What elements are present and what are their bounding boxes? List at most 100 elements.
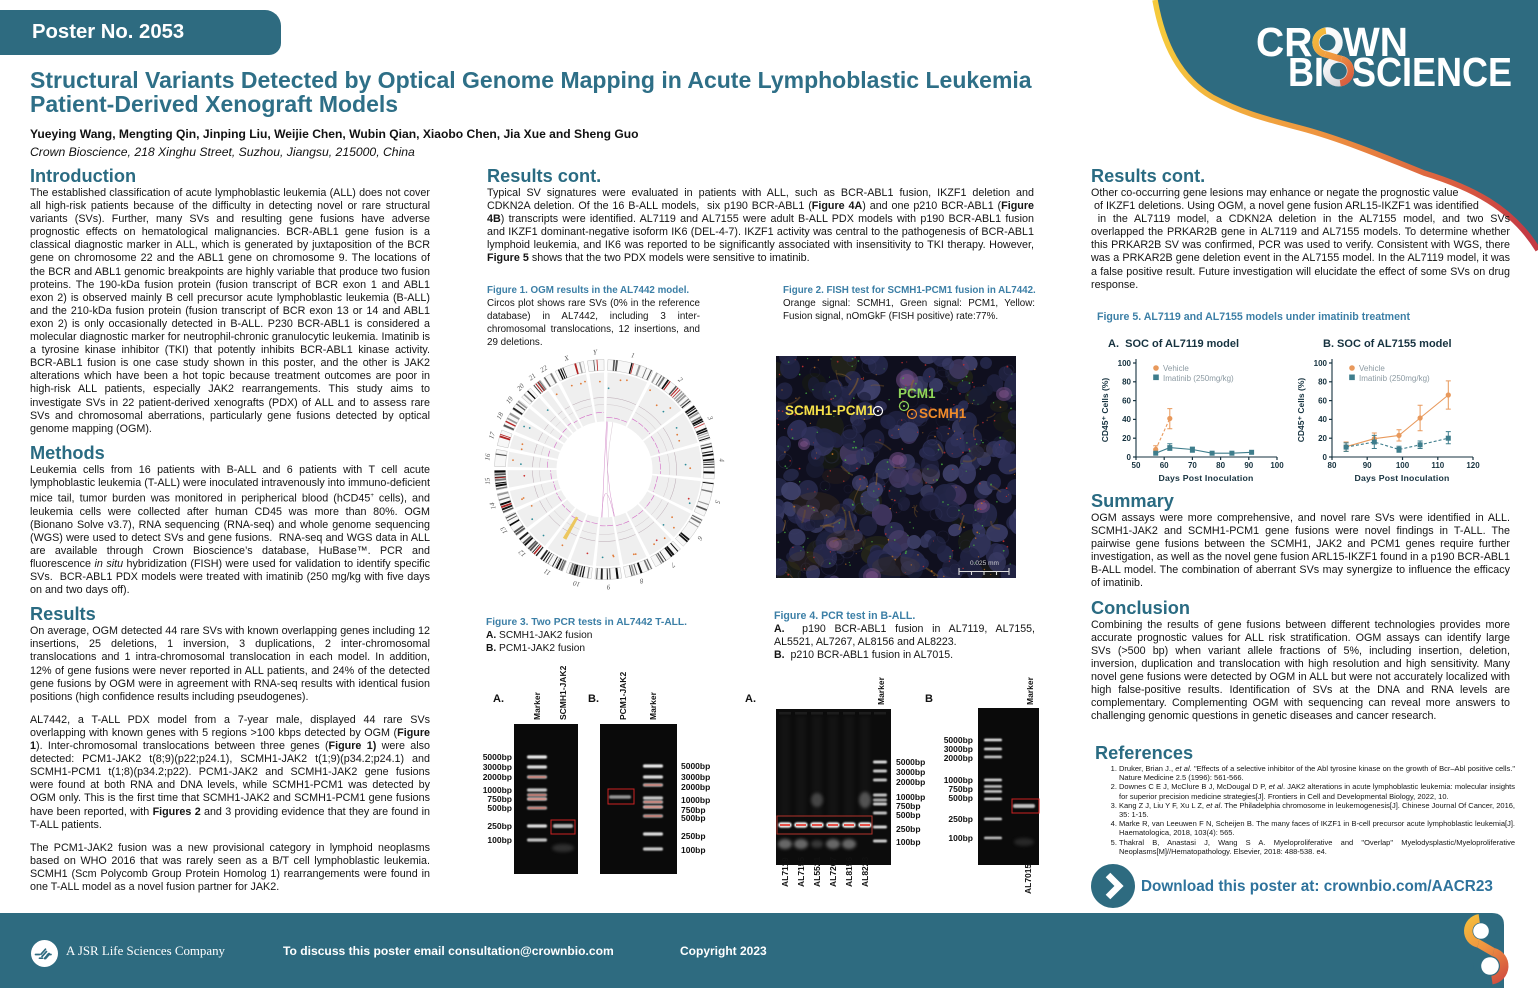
svg-text:100bp: 100bp xyxy=(487,835,512,845)
svg-text:Marker: Marker xyxy=(876,676,886,705)
svg-text:20: 20 xyxy=(515,382,526,393)
svg-text:70: 70 xyxy=(1188,461,1197,470)
svg-text:CD45⁺ Cells (%): CD45⁺ Cells (%) xyxy=(1100,378,1110,443)
svg-text:120: 120 xyxy=(1466,461,1480,470)
svg-text:3000bp: 3000bp xyxy=(483,762,512,772)
svg-text:60: 60 xyxy=(1160,461,1169,470)
svg-text:5000bp: 5000bp xyxy=(944,735,973,745)
svg-text:750bp: 750bp xyxy=(681,805,706,815)
svg-text:2000bp: 2000bp xyxy=(483,772,512,782)
svg-text:21: 21 xyxy=(527,372,537,383)
svg-text:Vehicle: Vehicle xyxy=(1359,364,1385,373)
svg-text:100: 100 xyxy=(1314,359,1328,368)
svg-text:22: 22 xyxy=(539,364,550,375)
svg-text:15: 15 xyxy=(483,477,492,485)
svg-text:13: 13 xyxy=(499,525,510,536)
svg-text:750bp: 750bp xyxy=(896,801,921,811)
svg-text:Vehicle: Vehicle xyxy=(1163,364,1189,373)
svg-text:0: 0 xyxy=(1127,453,1132,462)
svg-text:8: 8 xyxy=(638,577,644,586)
svg-text:60: 60 xyxy=(1318,396,1327,405)
svg-text:40: 40 xyxy=(1122,415,1131,424)
svg-text:80: 80 xyxy=(1318,378,1327,387)
svg-text:B.: B. xyxy=(588,693,599,705)
svg-text:1000bp: 1000bp xyxy=(483,785,512,795)
svg-text:Days Post Inoculation: Days Post Inoculation xyxy=(1159,473,1254,483)
svg-text:AL7015: AL7015 xyxy=(1023,863,1033,894)
svg-text:12: 12 xyxy=(517,548,528,559)
svg-text:1000bp: 1000bp xyxy=(944,775,973,785)
svg-text:AL7155: AL7155 xyxy=(796,856,806,887)
svg-text:0: 0 xyxy=(1323,453,1328,462)
svg-text:BIOSCIENCE: BIOSCIENCE xyxy=(1288,49,1512,95)
svg-text:5000bp: 5000bp xyxy=(896,757,925,767)
svg-text:100: 100 xyxy=(1396,461,1410,470)
svg-text:90: 90 xyxy=(1244,461,1253,470)
svg-text:5000bp: 5000bp xyxy=(483,752,512,762)
svg-text:250bp: 250bp xyxy=(896,824,921,834)
svg-text:AL5521: AL5521 xyxy=(812,856,822,887)
svg-text:2000bp: 2000bp xyxy=(681,782,710,792)
svg-text:PCM1: PCM1 xyxy=(898,386,936,401)
svg-text:5: 5 xyxy=(713,499,722,505)
svg-text:500bp: 500bp xyxy=(948,793,973,803)
svg-text:100: 100 xyxy=(1270,461,1284,470)
svg-text:Imatinib (250mg/kg): Imatinib (250mg/kg) xyxy=(1163,374,1234,383)
svg-text:20: 20 xyxy=(1318,434,1327,443)
svg-text:SCMH1-JAK2: SCMH1-JAK2 xyxy=(558,665,568,720)
svg-text:2000bp: 2000bp xyxy=(944,753,973,763)
svg-text:750bp: 750bp xyxy=(948,784,973,794)
svg-text:PCM1-JAK2: PCM1-JAK2 xyxy=(618,672,628,720)
svg-text:500bp: 500bp xyxy=(896,810,921,820)
svg-text:3000bp: 3000bp xyxy=(896,767,925,777)
svg-text:100bp: 100bp xyxy=(681,845,706,855)
svg-text:A.: A. xyxy=(745,693,756,705)
svg-text:250bp: 250bp xyxy=(487,821,512,831)
svg-text:90: 90 xyxy=(1363,461,1372,470)
svg-text:SCMH1-PCM1: SCMH1-PCM1 xyxy=(785,403,875,418)
svg-text:14: 14 xyxy=(488,501,498,511)
svg-text:1000bp: 1000bp xyxy=(896,792,925,802)
svg-text:A.: A. xyxy=(493,693,504,705)
svg-text:Marker: Marker xyxy=(648,691,658,720)
svg-text:3: 3 xyxy=(705,414,714,422)
svg-text:250bp: 250bp xyxy=(948,814,973,824)
svg-text:40: 40 xyxy=(1318,415,1327,424)
svg-text:80: 80 xyxy=(1328,461,1337,470)
svg-text:CD45⁺ Cells (%): CD45⁺ Cells (%) xyxy=(1296,378,1306,443)
svg-text:80: 80 xyxy=(1216,461,1225,470)
svg-text:60: 60 xyxy=(1122,396,1131,405)
svg-text:5000bp: 5000bp xyxy=(681,761,710,771)
svg-text:9: 9 xyxy=(606,583,610,591)
svg-text:AL7119: AL7119 xyxy=(780,857,790,887)
svg-text:100: 100 xyxy=(1118,359,1132,368)
svg-text:80: 80 xyxy=(1122,378,1131,387)
svg-text:AL8223: AL8223 xyxy=(860,856,870,887)
svg-text:20: 20 xyxy=(1122,434,1131,443)
svg-text:2: 2 xyxy=(676,376,684,385)
svg-text:7: 7 xyxy=(669,561,677,570)
svg-text:Days Post Inoculation: Days Post Inoculation xyxy=(1355,473,1450,483)
svg-text:Imatinib (250mg/kg): Imatinib (250mg/kg) xyxy=(1359,374,1430,383)
svg-text:AL7267: AL7267 xyxy=(828,856,838,887)
svg-text:SCMH1: SCMH1 xyxy=(919,406,967,421)
svg-text:19: 19 xyxy=(504,395,515,406)
svg-text:3000bp: 3000bp xyxy=(944,744,973,754)
svg-text:50: 50 xyxy=(1132,461,1141,470)
svg-text:250bp: 250bp xyxy=(681,831,706,841)
svg-text:750bp: 750bp xyxy=(487,794,512,804)
svg-text:500bp: 500bp xyxy=(487,803,512,813)
svg-text:11: 11 xyxy=(543,567,553,577)
svg-text:110: 110 xyxy=(1431,461,1444,470)
svg-text:A. SOC of AL7119 model: A. SOC of AL7119 model xyxy=(1108,338,1239,350)
svg-text:Y: Y xyxy=(593,348,599,356)
svg-text:3000bp: 3000bp xyxy=(681,772,710,782)
svg-text:X: X xyxy=(562,354,570,364)
svg-text:4: 4 xyxy=(717,458,725,463)
svg-text:1: 1 xyxy=(630,351,635,360)
svg-text:1000bp: 1000bp xyxy=(681,795,710,805)
svg-text:500bp: 500bp xyxy=(681,813,706,823)
svg-text:B. SOC of AL7155 model: B. SOC of AL7155 model xyxy=(1323,338,1452,350)
svg-text:2000bp: 2000bp xyxy=(896,777,925,787)
svg-text:Marker: Marker xyxy=(532,691,542,720)
